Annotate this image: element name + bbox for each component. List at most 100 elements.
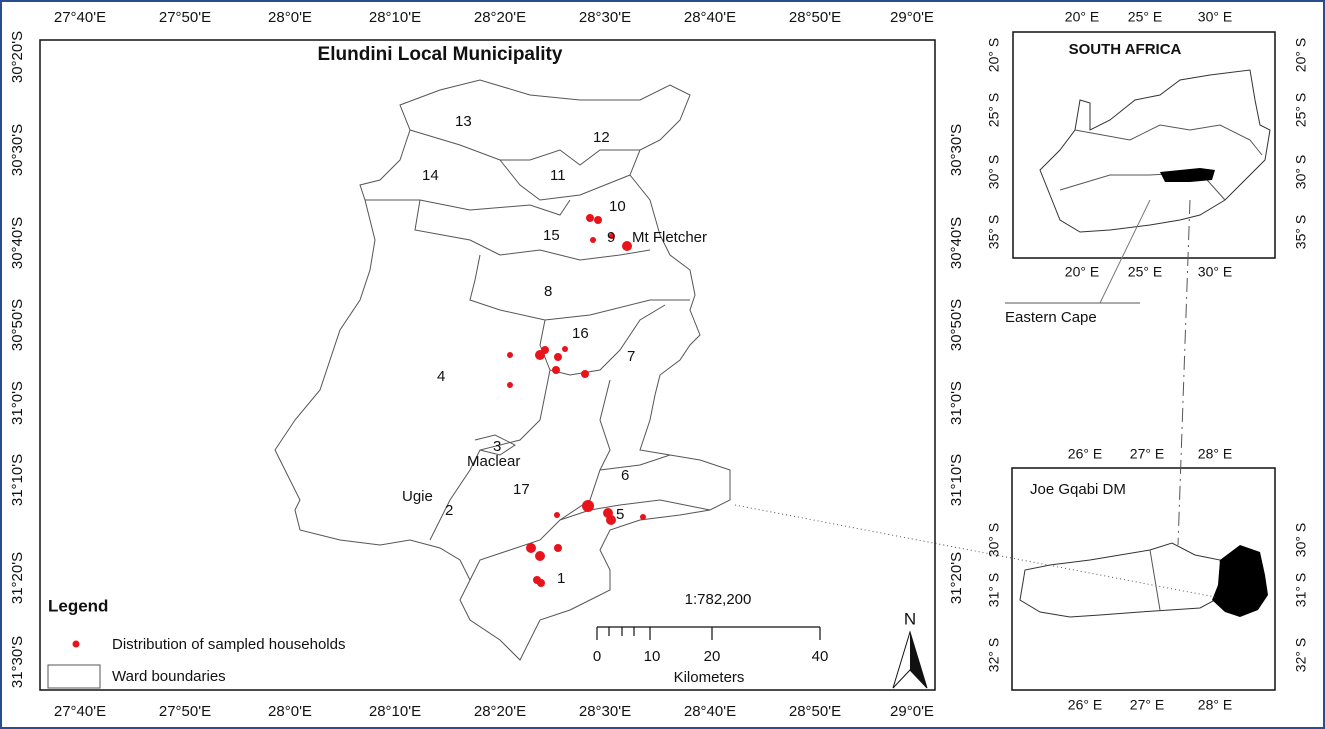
lon-label: 28° E xyxy=(1198,697,1232,713)
lat-label: 20° S xyxy=(1293,38,1309,72)
scale-tick: 40 xyxy=(812,648,829,665)
lon-label: 30° E xyxy=(1198,264,1232,280)
study-area-country xyxy=(1160,168,1215,182)
ward-label: 2 xyxy=(445,502,453,519)
lon-label: 25° E xyxy=(1128,9,1162,25)
legend-dot xyxy=(72,640,80,648)
lon-label: 28°40'E xyxy=(684,703,736,720)
country-frame xyxy=(1012,31,1276,259)
lon-label: 29°0'E xyxy=(890,703,934,720)
scale-unit: Kilometers xyxy=(674,669,745,686)
inset-title: SOUTH AFRICA xyxy=(1069,41,1182,58)
lat-label: 20° S xyxy=(986,38,1002,72)
lat-label: 30°40'S xyxy=(948,217,965,269)
lon-label: 27°40'E xyxy=(54,9,106,26)
scale-tick: 0 xyxy=(593,648,601,665)
lon-label: 25° E xyxy=(1128,264,1162,280)
ward-label: 3 xyxy=(493,438,501,455)
lon-label: 28°10'E xyxy=(369,703,421,720)
lon-label: 28°50'E xyxy=(789,9,841,26)
lat-label: 31°20'S xyxy=(9,552,26,604)
lon-label: 28°20'E xyxy=(474,9,526,26)
municipality xyxy=(274,79,731,661)
scale-tick: 10 xyxy=(644,648,661,665)
lat-label: 31°10'S xyxy=(9,454,26,506)
map-title: Elundini Local Municipality xyxy=(318,44,563,65)
lat-label: 31°20'S xyxy=(948,552,965,604)
lat-label: 31° S xyxy=(986,573,1002,607)
place-label: Mt Fletcher xyxy=(632,229,707,246)
ward-label: 10 xyxy=(609,198,626,215)
joe-gqabi xyxy=(1019,542,1226,618)
lon-label: 27°50'E xyxy=(159,9,211,26)
legend-title: Legend xyxy=(48,596,108,615)
ward-label: 13 xyxy=(455,113,472,130)
household-points xyxy=(507,214,646,587)
lon-label: 28°30'E xyxy=(579,703,631,720)
scale-ratio: 1:782,200 xyxy=(685,591,752,608)
lon-label: 27°40'E xyxy=(54,703,106,720)
lat-label: 30°40'S xyxy=(9,217,26,269)
ward-label: 14 xyxy=(422,167,439,184)
lon-label: 28°30'E xyxy=(579,9,631,26)
lat-label: 35° S xyxy=(1293,215,1309,249)
lon-label: 28°0'E xyxy=(268,9,312,26)
north-label: N xyxy=(904,609,916,628)
legend-item: Ward boundaries xyxy=(112,668,226,685)
province-label: Eastern Cape xyxy=(1005,309,1097,326)
lat-label: 31°10'S xyxy=(948,454,965,506)
lat-label: 25° S xyxy=(1293,93,1309,127)
south-africa xyxy=(1039,69,1271,233)
ward-label: 9 xyxy=(607,229,615,246)
lon-label: 20° E xyxy=(1065,9,1099,25)
place-label: Ugie xyxy=(402,488,433,505)
place-label: Maclear xyxy=(467,453,520,470)
lat-label: 30° S xyxy=(1293,523,1309,557)
lat-label: 32° S xyxy=(1293,638,1309,672)
lon-label: 20° E xyxy=(1065,264,1099,280)
lat-label: 30°50'S xyxy=(948,299,965,351)
lat-label: 31°0'S xyxy=(948,381,965,425)
lon-label: 30° E xyxy=(1198,9,1232,25)
legend-item: Distribution of sampled households xyxy=(112,636,345,653)
ward-label: 17 xyxy=(513,481,530,498)
lat-label: 30° S xyxy=(1293,155,1309,189)
lat-label: 30° S xyxy=(986,155,1002,189)
connector xyxy=(1177,199,1191,546)
lon-label: 26° E xyxy=(1068,446,1102,462)
scale-tick: 20 xyxy=(704,648,721,665)
ward-label: 6 xyxy=(621,467,629,484)
study-area-district xyxy=(1212,545,1268,617)
ward-label: 5 xyxy=(616,506,624,523)
country-axes: 20° E 20° E 25° E 25° E 30° E 30° E 20° S 20° S… xyxy=(986,9,1309,280)
lon-label: 27° E xyxy=(1130,697,1164,713)
lon-label: 28°50'E xyxy=(789,703,841,720)
ward-label: 7 xyxy=(627,348,635,365)
lat-label: 31°0'S xyxy=(9,381,26,425)
lon-label: 28°10'E xyxy=(369,9,421,26)
ward-label: 1 xyxy=(557,570,565,587)
north-arrow-half xyxy=(910,632,927,688)
lat-label: 35° S xyxy=(986,215,1002,249)
district-frame xyxy=(1011,467,1276,691)
lat-label: 31°30'S xyxy=(9,636,26,688)
ward-labels: 1 2 3 4 5 6 7 8 9 10 11 12 13 14 15 16 1… xyxy=(422,113,635,587)
lat-label: 30°30'S xyxy=(948,124,965,176)
lon-label: 28° E xyxy=(1198,446,1232,462)
main-axes: 27°40'E 27°40'E 27°50'E 27°50'E 28°0'E 28°0'E… xyxy=(9,9,965,720)
connector xyxy=(734,504,1216,598)
lon-label: 28°0'E xyxy=(268,703,312,720)
lat-label: 32° S xyxy=(986,638,1002,672)
lat-label: 30°50'S xyxy=(9,299,26,351)
callout-line xyxy=(1099,199,1151,304)
lat-label: 30°30'S xyxy=(9,124,26,176)
ward-label: 16 xyxy=(572,325,589,342)
lon-label: 27°50'E xyxy=(159,703,211,720)
lon-label: 26° E xyxy=(1068,697,1102,713)
ward-label: 11 xyxy=(550,167,566,184)
lat-label: 30° S xyxy=(986,523,1002,557)
scale-bar xyxy=(596,626,821,640)
district-axes: 26° E 26° E 27° E 27° E 28° E 28° E 30° S 30° S… xyxy=(986,446,1309,713)
inset-title: Joe Gqabi DM xyxy=(1030,481,1126,498)
